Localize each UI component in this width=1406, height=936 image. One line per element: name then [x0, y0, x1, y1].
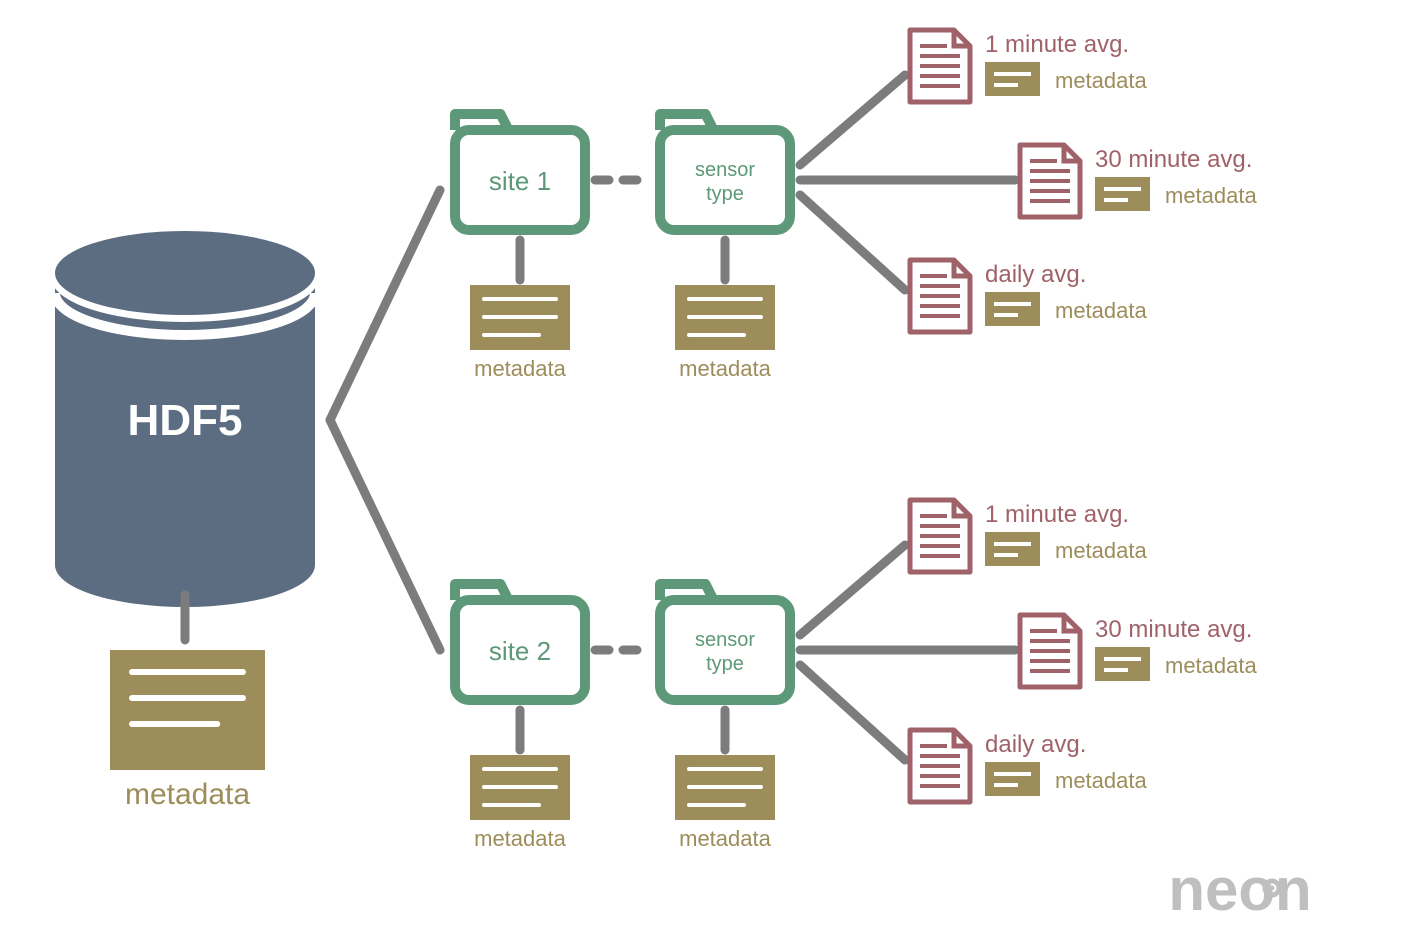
site0-dataset-1-meta-icon [1095, 177, 1150, 211]
site1-dataset-2-meta-label: metadata [1055, 768, 1147, 793]
site0-folder-label: site 1 [489, 166, 551, 196]
site1-folder-metadata-label: metadata [474, 826, 566, 851]
branch-connector-0 [330, 190, 440, 420]
site1-dataset-2-title: daily avg. [985, 731, 1086, 758]
site0-dataset-2-meta-icon [985, 292, 1040, 326]
site0-dataset-0-meta-icon [985, 62, 1040, 96]
site0-dataset-0-meta-label: metadata [1055, 68, 1147, 93]
site1-dataset-1-meta-label: metadata [1165, 653, 1257, 678]
site1-ds-connector-0 [800, 545, 905, 635]
site0-dataset-1-title: 30 minute avg. [1095, 146, 1252, 173]
site1-dataset-0-meta-icon [985, 532, 1040, 566]
neon-logo: neon [1168, 856, 1311, 923]
site0-dataset-1-meta-label: metadata [1165, 183, 1257, 208]
site0-dataset-0-title: 1 minute avg. [985, 31, 1129, 58]
site1-folder-label: site 2 [489, 636, 551, 666]
site1-sensor-label2: type [706, 653, 744, 675]
site1-dataset-2-meta-icon [985, 762, 1040, 796]
site0-folder-metadata-label: metadata [474, 356, 566, 381]
site1-dataset-1-meta-icon [1095, 647, 1150, 681]
site0-sensor-label1: sensor [695, 159, 755, 181]
site1-sensor-metadata-label: metadata [679, 826, 771, 851]
site0-dataset-2-title: daily avg. [985, 261, 1086, 288]
hdf5-label: HDF5 [128, 396, 243, 445]
hdf5-cylinder-top [55, 231, 315, 315]
site0-sensor-metadata-label: metadata [679, 356, 771, 381]
site0-ds-connector-0 [800, 75, 905, 165]
site1-ds-connector-2 [800, 665, 905, 760]
site0-ds-connector-2 [800, 195, 905, 290]
root-metadata-icon [110, 650, 265, 770]
site1-dataset-0-title: 1 minute avg. [985, 501, 1129, 528]
neon-logo-dot [1270, 886, 1275, 891]
site0-sensor-label2: type [706, 183, 744, 205]
site1-dataset-1-title: 30 minute avg. [1095, 616, 1252, 643]
site1-dataset-0-meta-label: metadata [1055, 538, 1147, 563]
neon-logo-text: neon [1168, 856, 1311, 923]
branch-connector-1 [330, 420, 440, 650]
root-metadata-label: metadata [125, 778, 250, 811]
site0-dataset-2-meta-label: metadata [1055, 298, 1147, 323]
site1-sensor-label1: sensor [695, 629, 755, 651]
